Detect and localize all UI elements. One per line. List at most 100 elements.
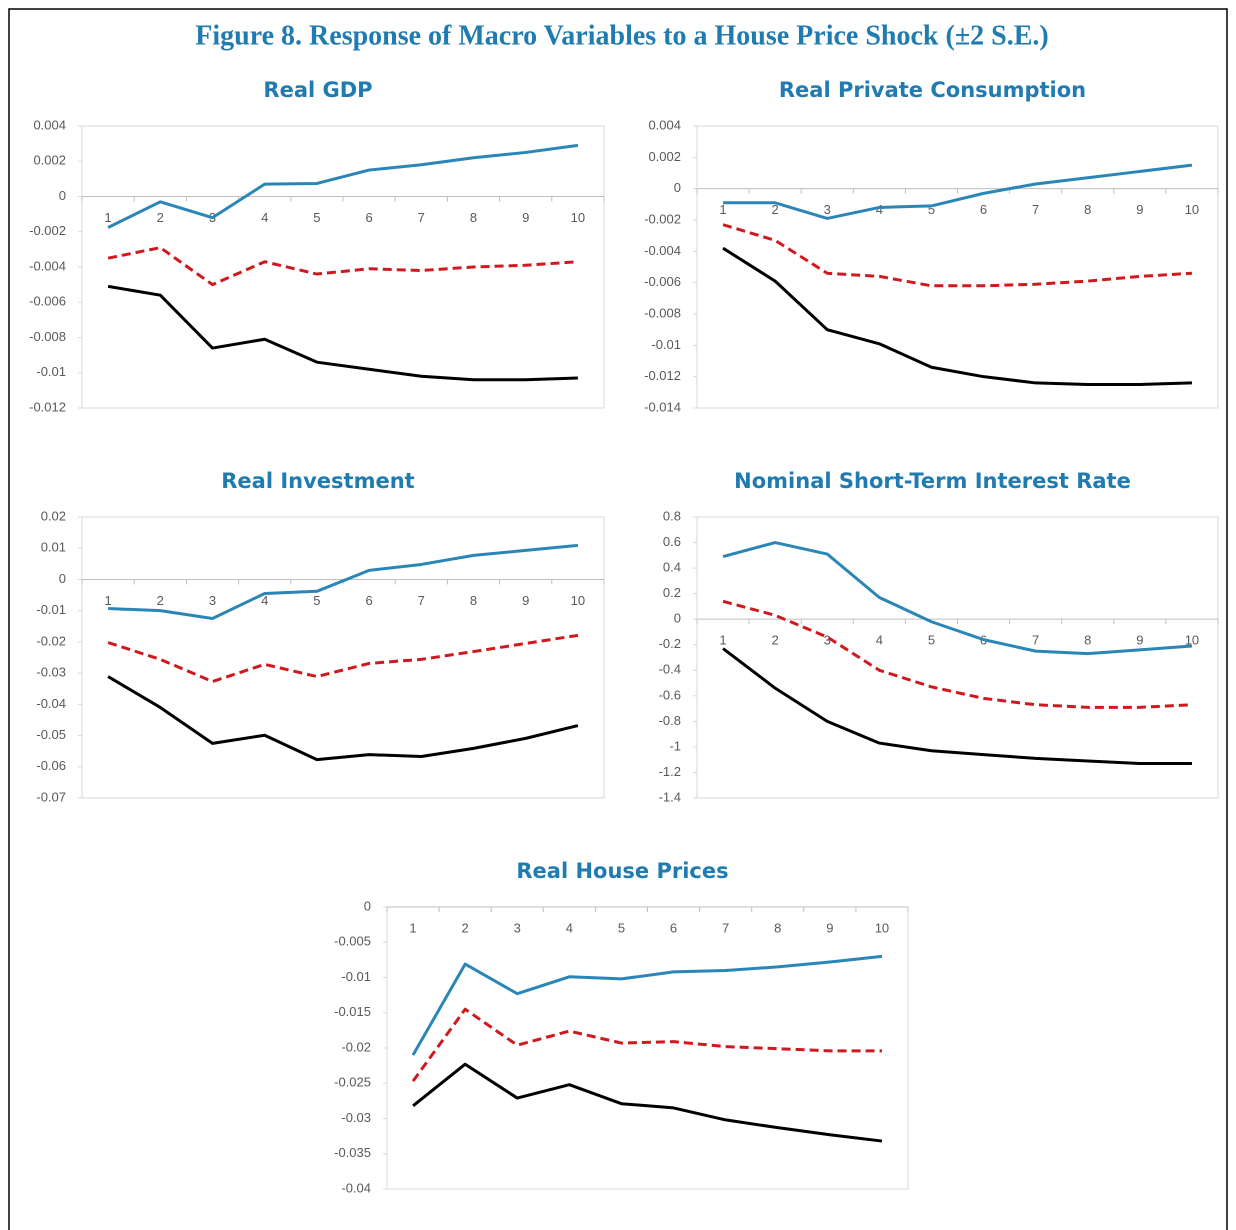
y-tick-label: 0.004	[648, 117, 681, 132]
y-tick-label: -0.002	[29, 223, 66, 238]
y-tick-label: -0.01	[651, 337, 681, 352]
series-line	[722, 647, 1192, 766]
x-tick-label: 8	[1084, 202, 1091, 217]
x-tick-label: 5	[928, 202, 935, 217]
x-tick-label: 3	[514, 920, 521, 935]
x-tick-label: 5	[313, 210, 320, 225]
series-line	[107, 284, 578, 382]
y-tick-label: -0.006	[29, 294, 66, 309]
x-tick-label: 8	[1084, 633, 1091, 648]
x-tick-label: 5	[313, 593, 320, 608]
y-tick-label: 0.8	[663, 508, 681, 523]
x-tick-label: 2	[772, 633, 779, 648]
y-tick-label: 0.2	[663, 585, 681, 600]
x-tick-label: 4	[566, 920, 573, 935]
y-tick-label: -0.4	[659, 662, 681, 677]
y-tick-label: 0	[674, 611, 681, 626]
series-line	[107, 246, 579, 287]
x-tick-label: 5	[928, 633, 935, 648]
y-tick-label: -0.02	[341, 1039, 371, 1054]
x-tick-label: 9	[522, 210, 529, 225]
x-tick-label: 10	[1185, 202, 1199, 217]
x-tick-label: 3	[209, 593, 216, 608]
x-tick-label: 9	[522, 593, 529, 608]
y-tick-label: -0.004	[29, 258, 66, 273]
y-tick-label: -0.07	[36, 789, 66, 804]
x-tick-label: 7	[1032, 202, 1039, 217]
y-tick-label: -1.2	[659, 764, 681, 779]
x-tick-label: 4	[876, 633, 883, 648]
y-tick-label: -0.01	[36, 364, 66, 379]
series-line	[107, 143, 579, 229]
x-tick-label: 2	[157, 593, 164, 608]
y-tick-label: -0.006	[644, 274, 681, 289]
x-tick-label: 1	[719, 633, 726, 648]
series-line	[411, 1007, 882, 1083]
y-tick-label: -1.4	[659, 789, 681, 804]
y-tick-label: -0.002	[644, 211, 681, 226]
y-tick-label: -0.04	[341, 1180, 371, 1195]
x-tick-label: 1	[409, 920, 416, 935]
y-tick-label: 0.4	[663, 560, 681, 575]
y-tick-label: 0	[59, 188, 66, 203]
x-tick-label: 9	[1136, 202, 1143, 217]
series-line	[411, 954, 883, 1056]
y-tick-label: -0.012	[644, 368, 681, 383]
series-line	[412, 1062, 883, 1143]
chart-title: Nominal Short-Term Interest Rate	[734, 469, 1131, 493]
plot-frame	[696, 125, 1219, 409]
x-tick-label: 10	[571, 593, 585, 608]
y-tick-label: -0.6	[659, 687, 681, 702]
y-tick-label: -0.03	[341, 1110, 371, 1125]
series-line	[722, 599, 1193, 709]
x-tick-label: 4	[261, 210, 268, 225]
y-tick-label: -0.02	[36, 633, 66, 648]
x-tick-label: 7	[722, 920, 729, 935]
plot-frame	[81, 516, 605, 799]
x-tick-label: 1	[104, 210, 111, 225]
y-tick-label: -0.008	[29, 329, 66, 344]
series-line	[722, 223, 1193, 288]
x-tick-label: 4	[261, 593, 268, 608]
y-tick-label: -0.005	[334, 934, 371, 949]
y-tick-label: -0.05	[36, 727, 66, 742]
x-tick-label: 5	[618, 920, 625, 935]
y-tick-label: -0.03	[36, 665, 66, 680]
x-tick-label: 6	[365, 210, 372, 225]
y-tick-label: 0	[674, 180, 681, 195]
x-tick-label: 3	[824, 202, 831, 217]
x-tick-label: 8	[470, 210, 477, 225]
x-tick-label: 10	[1185, 633, 1199, 648]
chart-title: Real GDP	[263, 78, 372, 102]
y-tick-label: -0.015	[334, 1004, 371, 1019]
plot-frame	[386, 906, 909, 1190]
x-tick-label: 9	[1136, 633, 1143, 648]
y-tick-label: -0.035	[334, 1145, 371, 1160]
x-tick-label: 6	[980, 202, 987, 217]
y-tick-label: -0.06	[36, 758, 66, 773]
series-line	[722, 246, 1192, 386]
chart-title: Real House Prices	[516, 859, 728, 883]
series-line	[722, 541, 1193, 656]
y-tick-label: -0.01	[36, 602, 66, 617]
y-tick-label: 0	[59, 571, 66, 586]
y-tick-label: -0.8	[659, 713, 681, 728]
series-line	[108, 543, 579, 620]
x-tick-label: 10	[571, 210, 585, 225]
y-tick-label: -0.025	[334, 1075, 371, 1090]
x-tick-label: 8	[470, 593, 477, 608]
y-tick-label: -0.01	[341, 969, 371, 984]
x-tick-label: 10	[875, 920, 889, 935]
x-tick-label: 1	[104, 593, 111, 608]
y-tick-label: 0.002	[33, 153, 66, 168]
y-tick-label: 0	[364, 898, 371, 913]
y-tick-label: 0.6	[663, 534, 681, 549]
x-tick-label: 9	[826, 920, 833, 935]
x-tick-label: 2	[772, 202, 779, 217]
x-tick-label: 1	[719, 202, 726, 217]
series-line	[107, 675, 579, 762]
y-tick-label: -0.004	[644, 243, 681, 258]
series-line	[107, 633, 579, 684]
y-tick-label: -0.04	[36, 696, 66, 711]
